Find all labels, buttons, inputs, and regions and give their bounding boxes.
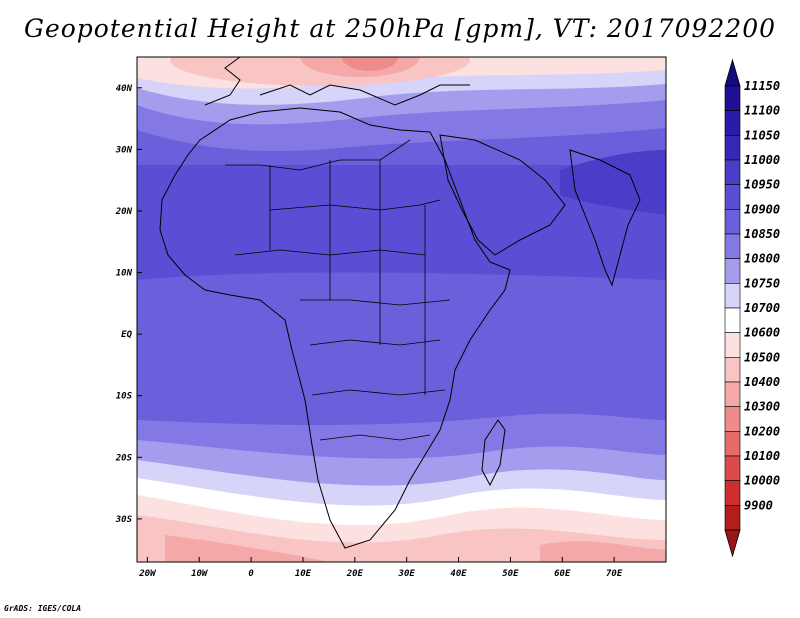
colorbar-label: 10700 [744,301,780,315]
map-frame [136,56,667,563]
colorbar-label: 10750 [744,276,780,290]
colorbar-swatch [724,184,741,210]
colorbar-label: 10500 [744,350,780,364]
lon-tick-label: 50E [502,569,519,579]
lat-tick-label: 40N [116,84,133,94]
colorbar-swatch [724,332,741,358]
colorbar-label: 10900 [744,202,780,216]
lon-tick-label: 20E [346,569,364,579]
africa-coastline [159,107,511,549]
india-coastline [569,149,641,287]
colorbar-swatch [724,283,741,309]
lat-tick-label: 30S [115,515,133,525]
lon-tick-label: 30E [398,569,416,579]
colorbar-label: 10950 [744,178,780,192]
colorbar-swatch [724,258,741,284]
grads-credit: GrADS: IGES/COLA [4,604,82,613]
arabia-coastline [439,134,566,256]
colorbar-swatch [724,455,741,481]
colorbar-label: 11150 [744,79,780,93]
coastlines [159,57,641,549]
lat-tick-label: 30N [115,145,133,155]
lat-tick-label: 10S [116,392,133,402]
lat-tick-label: 10N [116,269,133,279]
band-10300-mediterranean [342,57,398,71]
map-title: Geopotential Height at 250hPa [gpm], VT:… [23,14,777,43]
colorbar-label: 10300 [744,400,780,414]
lon-tick-label: 40E [450,569,467,579]
colorbar-label: 11050 [744,128,780,142]
colorbar-swatch [724,159,741,185]
lon-tick-label: 0 [248,569,254,579]
colorbar-swatch [724,135,741,161]
lon-tick-label: 60E [554,569,571,579]
lat-tick-label: 20S [115,453,133,463]
height-field [137,57,666,562]
colorbar-label: 9900 [744,498,773,512]
colorbar-label: 11100 [744,104,780,118]
colorbar-label: 10000 [744,474,780,488]
colorbar-swatch [724,480,741,506]
colorbar-swatch [724,431,741,457]
colorbar-top-arrow [724,58,741,87]
colorbar-swatch [724,110,741,136]
colorbar-swatch [724,381,741,407]
lon-tick-label: 70E [606,569,623,579]
lon-tick-label: 20W [138,569,157,579]
europe-coastline [204,57,470,106]
colorbar-swatch [724,505,741,531]
band-10500-south [137,515,666,562]
colorbar-swatch [724,85,741,111]
colorbar-label: 10200 [744,424,780,438]
colorbar-label: 10400 [744,375,780,389]
band-10400-south [165,535,330,562]
band-10400-south-east [540,541,666,562]
colorbar-label: 10850 [744,227,780,241]
lon-tick-label: 10E [295,569,312,579]
colorbar-label: 10800 [744,252,780,266]
lat-tick-label: EQ [121,330,132,340]
colorbar-swatch [724,357,741,383]
colorbar-label: 10100 [744,449,780,463]
colorbar-bottom-arrow [724,529,741,558]
country-borders [225,139,451,441]
colorbar: 11150 11100 11050 11000 10950 10900 10850 10800… [724,58,780,558]
madagascar-coastline [481,419,506,487]
lat-tick-group: 40N 30N 20N 10N EQ 10S 20S 30S [115,84,142,525]
colorbar-label: 11000 [744,153,780,167]
lon-tick-group: 20W 10W 0 10E 20E 30E 40E 50E 60E 70E [138,557,623,579]
lon-tick-label: 10W [191,569,209,579]
colorbar-swatch [724,406,741,432]
colorbar-swatch [724,209,741,235]
colorbar-swatch [724,233,741,259]
colorbar-swatch [724,307,741,333]
colorbar-label: 10600 [744,326,780,340]
lat-tick-label: 20N [115,207,133,217]
